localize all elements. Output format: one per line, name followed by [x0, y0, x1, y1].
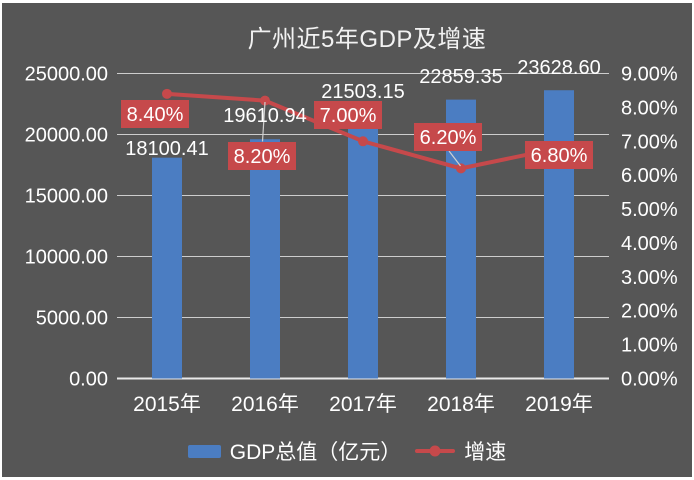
growth-data-label: 8.20%	[234, 146, 291, 168]
left-axis-tick-label: 10000.00	[25, 247, 108, 269]
growth-label-box	[525, 141, 593, 169]
label-leader-line	[448, 150, 461, 167]
legend-marker-dot-icon	[429, 445, 441, 457]
legend-line-marker-swatch	[415, 445, 456, 457]
gdp-bar	[348, 116, 378, 379]
gdp-data-label: 23628.60	[517, 57, 600, 79]
legend-item-growth: 增速	[415, 436, 506, 466]
legend-label-gdp: GDP总值（亿元）	[229, 441, 402, 464]
gdp-data-label: 18100.41	[125, 138, 208, 160]
growth-line-marker	[358, 136, 368, 147]
combo-chart-plot: 25000.00 20000.00 15000.00 10000.00 5000.00 0…	[25, 57, 678, 416]
right-axis-tick-label: 5.00%	[621, 199, 678, 221]
growth-line-marker	[162, 88, 172, 99]
label-leader-line	[261, 101, 266, 142]
right-axis-tick-label: 6.00%	[621, 165, 678, 187]
left-axis-tick-label: 5000.00	[36, 308, 108, 330]
chart-legend: GDP总值（亿元） 增速	[2, 436, 692, 466]
gdp-bar	[152, 157, 182, 379]
growth-label-box	[414, 123, 482, 151]
growth-label-box	[314, 101, 382, 129]
left-axis-tick-label: 15000.00	[25, 186, 108, 208]
right-axis-tick-label: 2.00%	[621, 301, 678, 323]
right-axis-tick-label: 7.00%	[621, 131, 678, 153]
growth-label-box	[121, 100, 189, 128]
left-axis-tick-label: 20000.00	[25, 125, 108, 147]
x-axis-category-label: 2019年	[525, 393, 593, 416]
gdp-data-label: 22859.35	[419, 66, 502, 88]
x-axis-category-label: 2017年	[329, 393, 397, 416]
right-axis-tick-label: 3.00%	[621, 267, 678, 289]
gdp-data-label: 19610.94	[223, 105, 306, 127]
right-axis-tick-label: 9.00%	[621, 64, 678, 86]
right-axis-tick-label: 4.00%	[621, 233, 678, 255]
gdp-bar	[250, 139, 280, 379]
x-axis-category-label: 2018年	[427, 393, 495, 416]
growth-data-label: 7.00%	[320, 105, 377, 127]
growth-data-label: 8.40%	[127, 104, 184, 126]
x-axis-category-label: 2016年	[231, 393, 299, 416]
growth-data-label: 6.20%	[420, 127, 477, 149]
growth-label-box	[228, 142, 296, 170]
right-axis-tick-label: 8.00%	[621, 97, 678, 119]
legend-bar-swatch	[187, 444, 221, 458]
right-axis-tick-label: 1.00%	[621, 335, 678, 357]
legend-label-growth: 增速	[464, 441, 507, 464]
gdp-bar	[544, 90, 574, 379]
growth-line-marker	[456, 163, 466, 174]
legend-item-gdp: GDP总值（亿元）	[187, 436, 402, 466]
left-axis-tick-label: 0.00	[69, 369, 108, 391]
right-axis-tick-label: 0.00%	[621, 369, 678, 391]
growth-line-marker	[260, 95, 270, 106]
left-axis-tick-label: 25000.00	[25, 64, 108, 86]
growth-data-label: 6.80%	[531, 145, 588, 167]
chart-canvas: 广州近5年GDP及增速 25000.00 20000.00 15000.00 1000…	[2, 3, 692, 477]
x-axis-category-label: 2015年	[133, 393, 201, 416]
chart-title: 广州近5年GDP及增速	[247, 26, 487, 53]
gdp-data-label: 21503.15	[321, 81, 404, 103]
